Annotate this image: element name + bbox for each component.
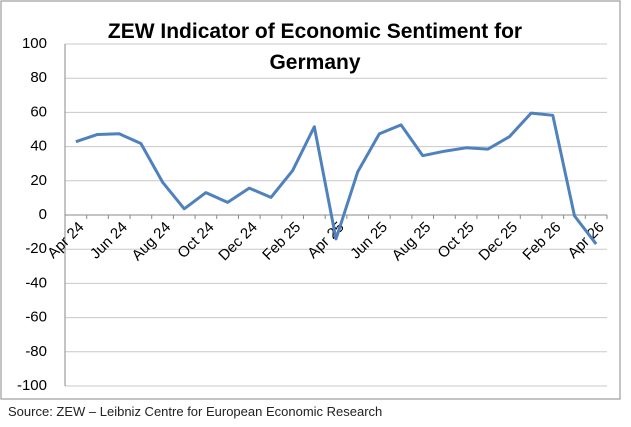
x-tick-label: Apr 24: [44, 219, 87, 262]
x-tick-label: Oct 24: [174, 219, 217, 262]
x-tick-label: Aug 24: [129, 219, 175, 265]
x-tick-label: Feb 26: [519, 219, 564, 264]
y-tick-label: 60: [30, 103, 47, 120]
y-tick-label: -100: [17, 377, 47, 394]
x-tick-label: Jun 24: [87, 219, 131, 263]
y-tick-label: 100: [22, 35, 47, 52]
y-tick-label: -40: [25, 274, 47, 291]
chart-title: ZEW Indicator of Economic Sentiment for …: [107, 20, 523, 74]
y-tick-label: -20: [25, 240, 47, 257]
y-tick-label: -80: [25, 343, 47, 360]
y-tick-label: 0: [39, 206, 47, 223]
y-tick-label: 80: [30, 69, 47, 86]
x-tick-label: Apr 26: [565, 219, 608, 262]
chart-border: [0, 0, 621, 400]
x-tick-label: Feb 25: [259, 219, 304, 264]
source-note: Source: ZEW – Leibniz Centre for Europea…: [8, 404, 383, 419]
data-line: [75, 111, 598, 245]
y-tick-label: 20: [30, 172, 47, 189]
x-tick-label: Dec 24: [215, 219, 261, 265]
y-tick-label: -60: [25, 309, 47, 326]
x-tick-label: Oct 25: [434, 219, 477, 262]
y-tick-label: 40: [30, 138, 47, 155]
x-tick-label: Dec 25: [475, 219, 521, 265]
x-tick-label: Jun 25: [347, 219, 391, 263]
x-tick-label: Aug 25: [389, 219, 435, 265]
